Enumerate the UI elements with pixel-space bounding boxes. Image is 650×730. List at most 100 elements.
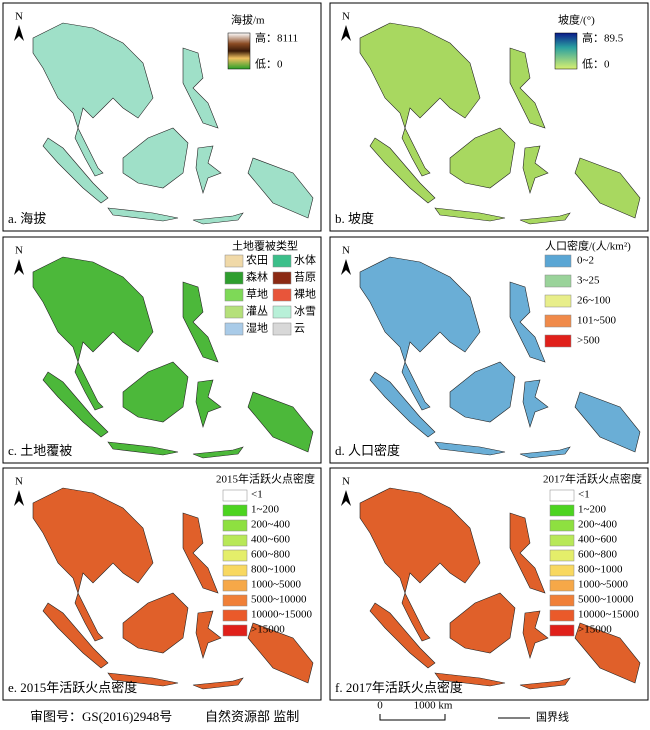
legend-title: 2015年活跃火点密度 bbox=[216, 472, 315, 486]
legend-swatch bbox=[222, 624, 248, 637]
legend-label: 5000~10000 bbox=[578, 594, 634, 606]
north-arrow bbox=[341, 25, 351, 41]
legend-label: 600~800 bbox=[578, 549, 617, 561]
legend-label: 1~200 bbox=[251, 504, 279, 516]
legend-swatch bbox=[222, 534, 248, 547]
legend-label: 苔原 bbox=[294, 270, 316, 284]
agency: 自然资源部 监制 bbox=[205, 709, 299, 724]
legend-label: 冰雪 bbox=[294, 305, 316, 318]
map-panel: N 2015年活跃火点密度 <1 1~200 200~400 400~600 600~800… bbox=[2, 467, 322, 701]
north-arrow bbox=[341, 259, 351, 275]
legend-swatch bbox=[549, 549, 575, 562]
legend-swatch bbox=[222, 549, 248, 562]
legend-swatch bbox=[222, 579, 248, 592]
legend-swatch bbox=[222, 519, 248, 532]
legend-label: 800~1000 bbox=[251, 564, 296, 576]
legend-swatch bbox=[544, 314, 572, 328]
panel-caption: e. 2015年活跃火点密度 bbox=[8, 680, 137, 695]
legend-swatch bbox=[272, 271, 292, 285]
panel-caption: f. 2017年活跃火点密度 bbox=[335, 680, 463, 695]
legend-label: >500 bbox=[577, 335, 600, 347]
legend-label: 800~1000 bbox=[578, 564, 623, 576]
legend-label: 10000~15000 bbox=[251, 609, 312, 621]
legend-low: 低：0 bbox=[255, 58, 283, 71]
north-arrow bbox=[14, 490, 24, 506]
legend-swatch bbox=[222, 504, 248, 517]
legend-swatch bbox=[549, 594, 575, 607]
panel-caption: b. 坡度 bbox=[335, 211, 374, 226]
legend-label: 水体 bbox=[294, 253, 316, 267]
legend-label: 26~100 bbox=[577, 295, 611, 307]
legend-label: >15000 bbox=[251, 624, 285, 636]
legend-label: 森林 bbox=[246, 270, 268, 284]
north-label: N bbox=[342, 476, 350, 488]
legend-label: 草地 bbox=[246, 288, 268, 301]
map-panel: N 2017年活跃火点密度 <1 1~200 200~400 400~600 600~800… bbox=[329, 467, 649, 701]
legend-title: 海拔/m bbox=[231, 13, 265, 27]
legend-label: 600~800 bbox=[251, 549, 290, 561]
legend-swatch bbox=[544, 294, 572, 308]
legend-swatch bbox=[272, 288, 292, 302]
north-label: N bbox=[15, 476, 23, 488]
legend-label: <1 bbox=[578, 489, 590, 501]
legend-label: >15000 bbox=[578, 624, 612, 636]
legend-swatch bbox=[549, 564, 575, 577]
scale-label: 1000 km bbox=[414, 700, 453, 712]
map-panel: N 坡度/(°) 高：89.5 低：0 b. 坡度 bbox=[329, 2, 649, 232]
legend-swatch bbox=[222, 564, 248, 577]
legend-swatch bbox=[549, 624, 575, 637]
north-label: N bbox=[15, 11, 23, 23]
legend-label: 400~600 bbox=[578, 534, 617, 546]
approval-number: 审图号：GS(2016)2948号 bbox=[30, 709, 172, 724]
legend-label: 1000~5000 bbox=[578, 579, 628, 591]
map-panel: N 人口密度/(人/km²) 0~2 3~25 26~100 101~500 >500 d. … bbox=[329, 236, 649, 464]
legend-swatch bbox=[222, 594, 248, 607]
legend-label: 400~600 bbox=[251, 534, 290, 546]
panel-caption: c. 土地覆被 bbox=[8, 443, 72, 458]
legend-swatch bbox=[222, 489, 248, 502]
legend-label: 200~400 bbox=[251, 519, 290, 531]
legend-swatch bbox=[544, 274, 572, 288]
legend-swatch bbox=[224, 322, 244, 336]
panels: N 海拔/m 高：8111 低：0 a. 海拔 N 坡度/(°) 高：89.5 低：0 b. 坡度… bbox=[2, 2, 649, 701]
panel-caption: a. 海拔 bbox=[8, 211, 46, 226]
legend-swatch bbox=[224, 305, 244, 319]
legend-swatch bbox=[224, 271, 244, 285]
legend-swatch bbox=[549, 489, 575, 502]
legend-swatch bbox=[549, 609, 575, 622]
boundary-label: 国界线 bbox=[536, 710, 569, 724]
legend-swatch bbox=[544, 254, 572, 268]
legend-swatch bbox=[222, 609, 248, 622]
legend-swatch bbox=[272, 322, 292, 336]
legend-label: 1~200 bbox=[578, 504, 606, 516]
north-arrow bbox=[14, 25, 24, 41]
legend-swatch bbox=[549, 534, 575, 547]
legend-swatch bbox=[549, 579, 575, 592]
legend-label: 1000~5000 bbox=[251, 579, 301, 591]
legend-label: 10000~15000 bbox=[578, 609, 639, 621]
legend-high: 高：89.5 bbox=[582, 31, 624, 45]
legend-swatch bbox=[224, 254, 244, 268]
legend-label: 200~400 bbox=[578, 519, 617, 531]
north-arrow bbox=[341, 490, 351, 506]
legend-swatch bbox=[544, 334, 572, 348]
legend-title: 土地覆被类型 bbox=[232, 239, 298, 253]
north-arrow bbox=[14, 259, 24, 275]
map-panel: N 海拔/m 高：8111 低：0 a. 海拔 bbox=[2, 2, 322, 232]
panel-caption: d. 人口密度 bbox=[335, 443, 400, 458]
legend-label: 农田 bbox=[246, 253, 268, 267]
legend-high: 高：8111 bbox=[255, 31, 298, 45]
legend-label: <1 bbox=[251, 489, 263, 501]
north-label: N bbox=[15, 245, 23, 257]
footer: 审图号：GS(2016)2948号 自然资源部 监制 0 1000 km 国界线 bbox=[30, 700, 569, 724]
legend-label: 3~25 bbox=[577, 275, 600, 287]
legend-label: 灌丛 bbox=[246, 305, 268, 318]
legend-gradient bbox=[227, 32, 251, 70]
legend-title: 坡度/(°) bbox=[558, 13, 595, 27]
legend-label: 湿地 bbox=[246, 322, 268, 335]
legend-swatch bbox=[549, 519, 575, 532]
north-label: N bbox=[342, 11, 350, 23]
legend-gradient bbox=[554, 32, 578, 70]
legend-swatch bbox=[272, 305, 292, 319]
